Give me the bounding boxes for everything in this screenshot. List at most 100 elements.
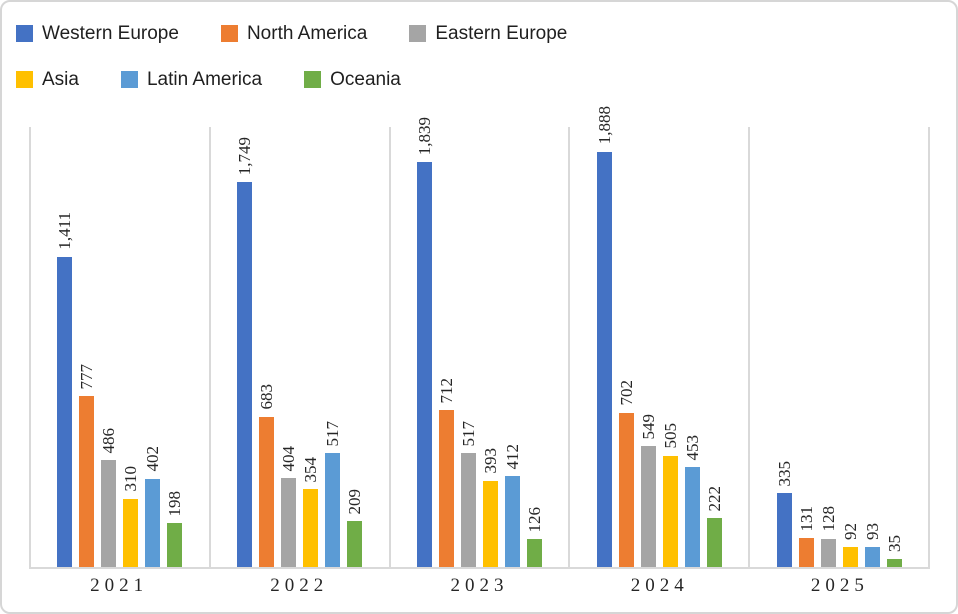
legend-swatch-icon xyxy=(16,25,33,42)
bar-value-label: 683 xyxy=(257,384,277,410)
bar-asia-2025 xyxy=(842,546,858,567)
legend-label: Oceania xyxy=(330,69,401,90)
bar-western-europe-2025 xyxy=(776,493,792,567)
bar-value-label: 453 xyxy=(682,434,702,461)
bar-cell: 517 xyxy=(459,421,478,567)
bar-latin-america-2024 xyxy=(684,467,700,567)
legend-row: Western Europe North America Eastern Europ… xyxy=(16,24,609,43)
x-axis-labels: 2021 2022 2023 2024 2025 xyxy=(29,576,930,595)
bar-cell: 1,411 xyxy=(55,211,75,567)
bar-cell: 412 xyxy=(502,443,522,567)
bar-oceania-2021 xyxy=(167,523,183,567)
legend-row: Asia Latin America Oceania xyxy=(16,70,609,89)
legend-item-latin-america: Latin America xyxy=(120,69,263,90)
bar-cell: 402 xyxy=(143,446,162,567)
bar-north-america-2025 xyxy=(798,538,814,567)
chart-legend: Western Europe North America Eastern Europ… xyxy=(16,24,609,116)
bar-cell: 209 xyxy=(345,488,365,567)
bar-cell: 126 xyxy=(525,507,544,567)
bar-cell: 335 xyxy=(775,461,794,567)
bar-latin-america-2025 xyxy=(864,546,880,567)
legend-label: Asia xyxy=(42,69,79,90)
bar-north-america-2022 xyxy=(259,416,275,567)
legend-swatch-icon xyxy=(120,71,138,88)
legend-swatch-icon xyxy=(220,25,238,42)
bar-cell: 393 xyxy=(480,448,500,567)
bar-cell: 131 xyxy=(796,505,816,567)
bar-value-label: 128 xyxy=(818,506,838,532)
bar-value-label: 1,839 xyxy=(414,117,434,156)
bar-cell: 505 xyxy=(660,423,680,567)
bar-cell: 549 xyxy=(638,413,658,567)
bar-cell: 517 xyxy=(323,421,342,567)
legend-item-eastern-europe: Eastern Europe xyxy=(409,24,567,43)
bar-cell: 1,888 xyxy=(594,106,614,567)
bar-value-label: 1,888 xyxy=(594,106,614,145)
legend-item-north-america: North America xyxy=(220,23,368,44)
bar-asia-2023 xyxy=(482,480,498,567)
bar-value-label: 93 xyxy=(862,522,882,540)
category-panel-2024: 1,888 702 549 505 453 222 xyxy=(570,106,751,567)
bar-value-label: 712 xyxy=(436,377,456,404)
plot-area: 1,411 777 486 310 402 198 1,749 683 404 354 517 209… xyxy=(29,106,930,569)
bar-oceania-2023 xyxy=(526,539,542,567)
legend-item-oceania: Oceania xyxy=(304,70,401,89)
bar-cell: 1,749 xyxy=(235,136,255,567)
bar-cell: 777 xyxy=(77,364,96,567)
bar-cell: 198 xyxy=(165,490,185,567)
bar-western-europe-2021 xyxy=(57,256,73,567)
category-label-2023: 2023 xyxy=(450,575,509,596)
bar-latin-america-2021 xyxy=(145,478,161,567)
bar-western-europe-2022 xyxy=(237,182,253,567)
category-panel-2023: 1,839 712 517 393 412 126 xyxy=(391,117,571,567)
bar-value-label: 702 xyxy=(616,380,636,406)
legend-item-asia: Asia xyxy=(16,70,79,89)
bar-cell: 310 xyxy=(121,466,141,567)
bar-value-label: 505 xyxy=(660,423,680,449)
bar-eastern-europe-2022 xyxy=(281,478,297,567)
bar-value-label: 1,749 xyxy=(235,136,255,176)
bar-eastern-europe-2024 xyxy=(640,446,656,567)
bar-value-label: 198 xyxy=(165,490,185,517)
bar-value-label: 393 xyxy=(480,448,500,474)
bar-north-america-2024 xyxy=(618,412,634,567)
bar-asia-2021 xyxy=(123,498,139,567)
legend-label: North America xyxy=(246,23,368,44)
bar-value-label: 209 xyxy=(345,488,365,515)
bar-latin-america-2022 xyxy=(325,453,341,567)
bar-cell: 712 xyxy=(436,377,456,567)
bar-cell: 92 xyxy=(840,522,860,567)
bar-value-label: 222 xyxy=(704,485,724,512)
bar-cell: 453 xyxy=(682,434,702,567)
bar-cell: 683 xyxy=(257,384,277,567)
bar-cell: 1,839 xyxy=(414,117,434,567)
bar-north-america-2021 xyxy=(79,396,95,567)
bar-oceania-2025 xyxy=(886,559,902,567)
bar-value-label: 354 xyxy=(301,456,321,483)
category-label-2025: 2025 xyxy=(810,575,869,596)
bar-value-label: 404 xyxy=(279,445,299,472)
bar-value-label: 412 xyxy=(502,443,522,470)
bar-cell: 222 xyxy=(704,485,724,567)
legend-label: Latin America xyxy=(146,69,263,90)
bar-cell: 702 xyxy=(616,380,636,567)
bar-cell: 354 xyxy=(301,456,321,567)
bar-western-europe-2024 xyxy=(596,151,612,567)
legend-swatch-icon xyxy=(304,71,322,88)
bar-value-label: 35 xyxy=(884,535,904,553)
legend-swatch-icon xyxy=(409,25,427,42)
bar-cell: 486 xyxy=(99,428,118,567)
bar-cell: 93 xyxy=(862,522,882,567)
legend-swatch-icon xyxy=(16,71,33,88)
category-label-2021: 2021 xyxy=(90,575,149,596)
bar-latin-america-2023 xyxy=(504,476,520,567)
bar-value-label: 549 xyxy=(638,413,658,440)
legend-label: Western Europe xyxy=(42,23,179,44)
bar-value-label: 310 xyxy=(121,466,141,492)
bar-value-label: 1,411 xyxy=(55,211,75,250)
legend-label: Eastern Europe xyxy=(435,23,568,44)
legend-item-western-europe: Western Europe xyxy=(16,24,179,43)
bar-value-label: 131 xyxy=(796,505,816,532)
bar-value-label: 92 xyxy=(840,522,860,540)
